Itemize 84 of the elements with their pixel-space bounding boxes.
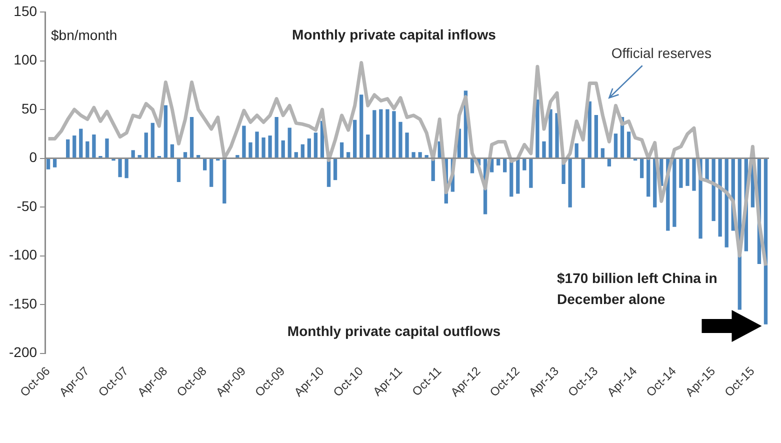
bar (92, 134, 96, 158)
bar (222, 158, 226, 204)
y-tick-label: 100 (14, 52, 38, 68)
bar (405, 132, 409, 158)
y-tick-label: 50 (21, 100, 38, 116)
bar (333, 158, 338, 180)
bar (340, 142, 344, 158)
annotation: Monthly private capital inflows (292, 26, 496, 42)
bar (202, 158, 207, 170)
bar (314, 132, 318, 158)
bar (46, 158, 50, 170)
bar (529, 158, 533, 188)
bar (164, 105, 168, 158)
bar (594, 115, 598, 158)
bar (516, 158, 520, 194)
bar (640, 158, 644, 178)
y-tick-label: -100 (8, 246, 38, 263)
bar (522, 158, 526, 170)
bar (262, 137, 266, 158)
bar (646, 158, 650, 197)
bar (170, 144, 174, 158)
bar (353, 120, 357, 158)
bar (548, 109, 552, 158)
bar (360, 94, 364, 158)
bar (105, 138, 109, 158)
bar (190, 117, 194, 158)
bar (568, 158, 572, 208)
annotation: Monthly private capital outflows (287, 322, 501, 339)
bar (131, 150, 135, 158)
bar (79, 128, 83, 158)
bar (118, 158, 122, 178)
bar (150, 122, 154, 158)
bar (679, 158, 683, 188)
bar (418, 152, 422, 158)
bar (398, 122, 402, 158)
bar (268, 136, 272, 158)
bar (300, 144, 304, 158)
bar (366, 134, 370, 158)
bar (503, 158, 507, 172)
bar (600, 148, 605, 158)
bar (542, 141, 546, 158)
bar (718, 158, 722, 237)
bar (144, 132, 148, 158)
y-tick-label: 0 (29, 149, 38, 166)
bar (712, 158, 716, 222)
series-label: Official reserves (611, 44, 712, 61)
bar (372, 110, 376, 158)
bar (581, 158, 585, 188)
bar (124, 158, 128, 178)
bar (724, 158, 728, 248)
y-tick-label: -150 (8, 295, 38, 312)
bar (176, 158, 181, 182)
bar (705, 158, 709, 180)
y-tick-label: -200 (8, 344, 38, 360)
bar (692, 158, 696, 191)
bar (288, 128, 292, 158)
bar (242, 126, 246, 158)
bar (281, 140, 285, 158)
bar (307, 138, 312, 158)
bar (274, 117, 278, 158)
bar (672, 158, 676, 227)
bar (412, 152, 416, 158)
y-tick-label: -50 (16, 198, 38, 214)
bar (686, 158, 690, 186)
bar (607, 158, 612, 166)
bar (210, 158, 214, 187)
bar (52, 158, 57, 168)
y-axis-title: $bn/month (51, 27, 118, 44)
bar (626, 132, 631, 158)
bar (588, 101, 592, 158)
bar (392, 111, 396, 158)
bar (574, 143, 578, 158)
bar (72, 136, 76, 158)
y-tick-label: 150 (14, 2, 38, 19)
bar (386, 109, 390, 158)
bar (536, 99, 540, 158)
bar (255, 132, 259, 158)
bar (379, 109, 383, 158)
bar (86, 141, 90, 158)
bar (248, 142, 252, 158)
annotation: $170 billion left China in December alone (557, 270, 718, 308)
bar (66, 139, 70, 158)
bar (614, 134, 618, 158)
bar (470, 158, 474, 174)
